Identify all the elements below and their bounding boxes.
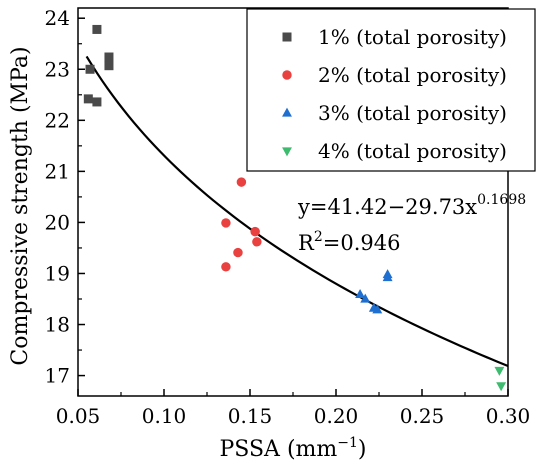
x-tick-label: 0.05 bbox=[56, 404, 101, 428]
r-squared-value: =0.946 bbox=[323, 231, 401, 255]
legend: 1% (total porosity) 2% (total porosity) 3%… bbox=[246, 8, 536, 172]
data-point-series-2 bbox=[252, 237, 262, 247]
fit-equation-annotation: y=41.42−29.73x0.1698 R2=0.946 bbox=[297, 192, 526, 255]
data-point-series-1 bbox=[83, 94, 93, 104]
data-point-series-3 bbox=[372, 304, 383, 314]
x-axis-title-end: ) bbox=[358, 437, 367, 462]
y-tick-label: 18 bbox=[45, 313, 70, 337]
y-tick-label: 21 bbox=[45, 159, 70, 183]
x-axis-title-superscript: −1 bbox=[337, 435, 358, 451]
data-point-series-2 bbox=[250, 226, 260, 237]
x-axis-ticks: 0.05 0.10 0.15 0.20 0.25 0.30 bbox=[56, 389, 531, 428]
r-squared-superscript: 2 bbox=[314, 229, 323, 245]
data-point-series-1 bbox=[104, 61, 114, 71]
data-point-series-2 bbox=[221, 262, 231, 272]
y-tick-label: 24 bbox=[45, 6, 70, 30]
legend-label-1: 1% (total porosity) bbox=[318, 25, 507, 49]
fit-curve bbox=[85, 55, 509, 368]
data-point-series-1 bbox=[85, 64, 95, 74]
legend-marker-2 bbox=[282, 70, 292, 80]
x-tick-label: 0.25 bbox=[400, 404, 445, 428]
y-tick-label: 19 bbox=[45, 261, 70, 285]
legend-box bbox=[246, 8, 536, 172]
fit-equation-base: y=41.42−29.73x bbox=[297, 195, 477, 219]
x-tick-label: 0.15 bbox=[228, 404, 273, 428]
y-axis-title: Compressive strength (MPa) bbox=[8, 46, 33, 365]
y-tick-label: 17 bbox=[45, 364, 70, 388]
legend-marker-4 bbox=[282, 147, 292, 157]
data-point-series-2 bbox=[233, 247, 243, 258]
data-point-series-1 bbox=[92, 24, 102, 34]
y-tick-label: 20 bbox=[45, 210, 70, 234]
y-tick-label: 23 bbox=[45, 57, 70, 81]
legend-marker-3 bbox=[282, 107, 292, 117]
data-point-series-2 bbox=[236, 177, 247, 187]
legend-marker-1 bbox=[282, 32, 292, 42]
r-squared: R2=0.946 bbox=[298, 229, 400, 255]
y-axis-ticks: 17 18 19 20 21 22 23 24 bbox=[45, 6, 85, 388]
data-points bbox=[83, 24, 507, 392]
data-point-series-3 bbox=[382, 269, 393, 279]
x-tick-label: 0.30 bbox=[486, 404, 531, 428]
data-point-series-1 bbox=[104, 52, 114, 62]
fit-equation-exponent: 0.1698 bbox=[477, 192, 526, 208]
data-point-series-3 bbox=[360, 293, 371, 303]
data-point-series-3 bbox=[355, 289, 366, 299]
legend-label-4: 4% (total porosity) bbox=[318, 139, 507, 163]
y-tick-label: 22 bbox=[45, 108, 70, 132]
data-point-series-2 bbox=[221, 218, 231, 228]
x-axis-title-text: PSSA (mm bbox=[220, 437, 338, 462]
data-point-series-4 bbox=[496, 382, 507, 392]
legend-label-2: 2% (total porosity) bbox=[318, 63, 507, 87]
x-tick-label: 0.10 bbox=[142, 404, 187, 428]
legend-label-3: 3% (total porosity) bbox=[318, 101, 507, 125]
r-squared-prefix: R bbox=[298, 231, 315, 255]
data-point-series-4 bbox=[494, 366, 505, 376]
fit-equation: y=41.42−29.73x0.1698 bbox=[297, 192, 526, 219]
x-axis-title: PSSA (mm−1) bbox=[220, 435, 367, 462]
x-tick-label: 0.20 bbox=[314, 404, 359, 428]
data-point-series-1 bbox=[92, 97, 102, 107]
